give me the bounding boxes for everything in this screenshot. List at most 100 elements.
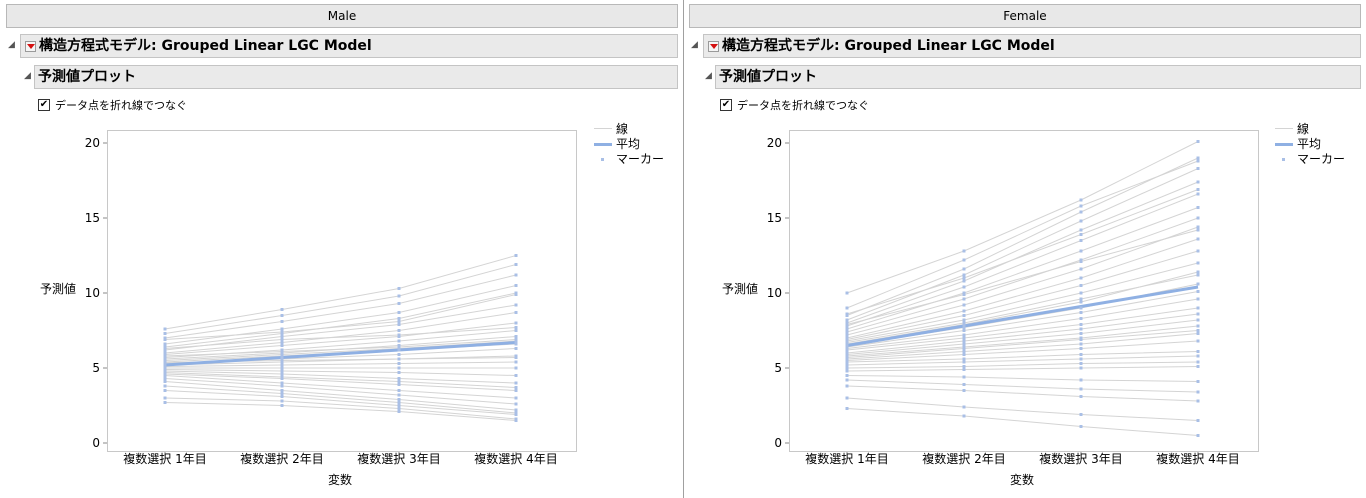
individual-line bbox=[164, 369, 517, 376]
data-marker bbox=[962, 414, 966, 418]
data-marker bbox=[280, 399, 284, 403]
data-marker bbox=[962, 368, 966, 371]
data-marker bbox=[514, 263, 518, 266]
collapse-triangle-icon[interactable]: ◢ bbox=[691, 40, 698, 50]
data-marker bbox=[962, 318, 966, 322]
individual-line bbox=[164, 285, 517, 345]
data-marker bbox=[397, 294, 401, 298]
connect-points-checkbox[interactable]: ✔ bbox=[720, 99, 732, 111]
data-marker bbox=[514, 389, 518, 392]
data-marker bbox=[280, 327, 284, 331]
data-marker bbox=[1079, 306, 1083, 310]
data-marker bbox=[1196, 350, 1200, 353]
x-axis-label: 変数 bbox=[328, 473, 353, 487]
data-marker bbox=[1196, 419, 1200, 422]
individual-line bbox=[164, 381, 517, 411]
individual-line bbox=[846, 298, 1199, 349]
individual-line bbox=[846, 325, 1199, 357]
data-marker bbox=[845, 348, 849, 352]
data-marker bbox=[280, 330, 284, 334]
data-marker bbox=[962, 258, 966, 262]
data-marker bbox=[514, 273, 518, 277]
data-marker bbox=[1196, 306, 1200, 310]
section-outline: 予測値プロット bbox=[34, 65, 678, 89]
individual-line bbox=[164, 385, 517, 414]
data-marker bbox=[962, 375, 966, 379]
y-tick-label: 15 bbox=[85, 211, 100, 225]
data-marker bbox=[1079, 347, 1083, 350]
data-marker bbox=[1196, 228, 1200, 232]
x-tick-label: 複数選択 3年目 bbox=[357, 451, 440, 466]
data-marker bbox=[845, 396, 849, 400]
report-outline: 構造方程式モデル: Grouped Linear LGC Model bbox=[703, 34, 1361, 58]
data-marker bbox=[1079, 219, 1083, 223]
individual-line bbox=[846, 168, 1199, 321]
data-marker bbox=[1079, 311, 1083, 314]
legend-line-swatch bbox=[594, 128, 612, 129]
legend-line: 線 bbox=[1297, 122, 1310, 136]
data-marker bbox=[962, 309, 966, 313]
data-marker bbox=[1079, 291, 1083, 295]
data-marker bbox=[397, 302, 401, 305]
individual-line bbox=[846, 379, 1199, 393]
individual-line bbox=[846, 189, 1199, 315]
data-marker bbox=[845, 366, 849, 370]
data-marker bbox=[962, 360, 966, 364]
data-marker bbox=[962, 383, 966, 386]
connect-points-label: データ点を折れ線でつなぐ bbox=[737, 99, 869, 112]
data-marker bbox=[280, 338, 284, 341]
data-marker bbox=[514, 254, 518, 257]
connect-points-checkbox[interactable]: ✔ bbox=[38, 99, 50, 111]
data-marker bbox=[280, 392, 284, 395]
individual-line bbox=[164, 397, 517, 420]
data-marker bbox=[280, 308, 284, 311]
data-marker bbox=[1196, 390, 1200, 394]
individual-line bbox=[846, 238, 1199, 339]
individual-line bbox=[164, 339, 517, 357]
red-triangle-menu-icon[interactable] bbox=[25, 41, 36, 52]
data-marker bbox=[1196, 225, 1200, 229]
data-marker bbox=[514, 366, 518, 370]
collapse-triangle-icon[interactable]: ◢ bbox=[8, 40, 15, 50]
data-marker bbox=[1196, 192, 1200, 196]
y-tick-label: 5 bbox=[774, 361, 782, 375]
individual-line bbox=[164, 402, 517, 421]
individual-line bbox=[846, 307, 1199, 351]
individual-line bbox=[164, 327, 517, 349]
individual-line bbox=[846, 333, 1199, 360]
collapse-triangle-icon[interactable]: ◢ bbox=[24, 71, 31, 81]
data-marker bbox=[962, 276, 966, 280]
data-marker bbox=[1079, 198, 1083, 202]
collapse-triangle-icon[interactable]: ◢ bbox=[705, 71, 712, 81]
x-tick-label: 複数選択 2年目 bbox=[922, 451, 1005, 466]
individual-line bbox=[164, 294, 517, 340]
red-triangle-menu-icon[interactable] bbox=[708, 41, 719, 52]
y-tick-label: 20 bbox=[85, 136, 100, 150]
data-marker bbox=[163, 347, 167, 350]
individual-line bbox=[846, 366, 1199, 372]
data-marker bbox=[1079, 425, 1083, 428]
data-marker bbox=[397, 345, 401, 349]
data-marker bbox=[514, 402, 518, 406]
individual-line bbox=[164, 378, 517, 405]
data-marker bbox=[397, 357, 401, 361]
data-marker bbox=[962, 249, 966, 253]
data-marker bbox=[163, 396, 167, 400]
data-marker bbox=[1196, 216, 1200, 220]
data-marker bbox=[280, 389, 284, 392]
data-marker bbox=[163, 377, 167, 380]
individual-line bbox=[164, 361, 517, 367]
group-header: Male bbox=[6, 4, 678, 28]
data-marker bbox=[962, 333, 966, 337]
data-marker bbox=[163, 338, 167, 341]
data-marker bbox=[962, 297, 966, 301]
individual-line bbox=[846, 313, 1199, 354]
data-marker bbox=[1196, 324, 1200, 328]
data-marker bbox=[514, 329, 518, 332]
data-marker bbox=[1196, 360, 1200, 364]
y-axis-label: 予測値 bbox=[40, 282, 77, 296]
data-marker bbox=[280, 369, 284, 373]
data-marker bbox=[397, 366, 401, 370]
data-marker bbox=[1079, 395, 1083, 398]
individual-line bbox=[846, 207, 1199, 330]
